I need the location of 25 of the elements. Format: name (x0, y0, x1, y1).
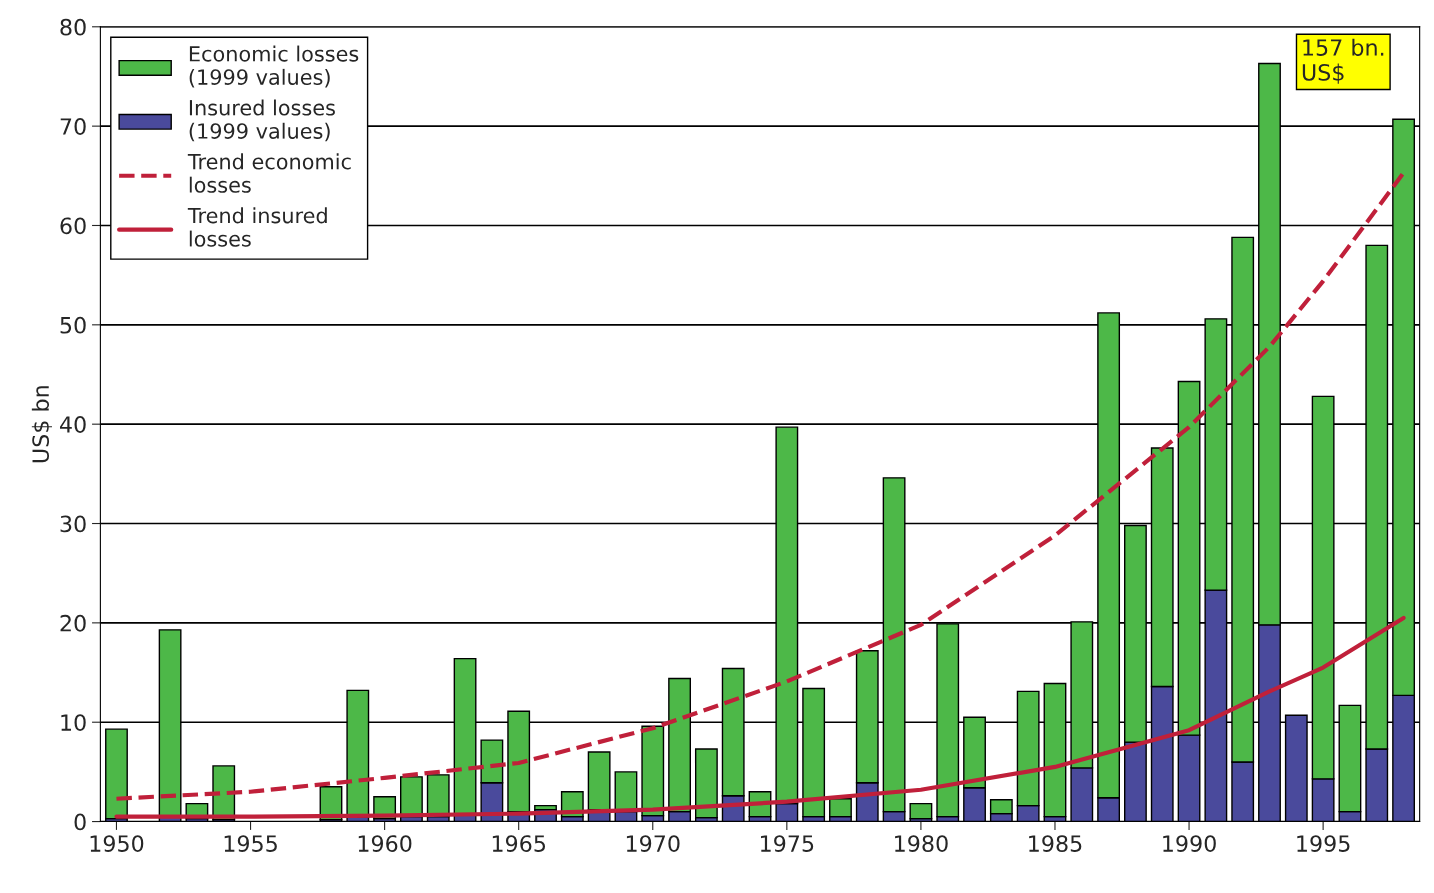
legend-label: Insured losses (1999 values) (189, 99, 335, 142)
x-tick-label: 1995 (1297, 835, 1350, 852)
x-tick-label: 1955 (224, 835, 277, 852)
legend-label: Economic losses (1999 values) (189, 45, 359, 88)
legend-label: Trend economic losses (187, 153, 351, 193)
y-axis-title: US$ bn (31, 386, 52, 463)
annotation: 157 bn. US$ (1302, 38, 1384, 84)
y-tick-label: 70 (60, 118, 86, 135)
y-tick-label: 80 (60, 18, 86, 36)
x-tick-label: 1980 (895, 835, 948, 852)
x-tick-label: 1965 (492, 835, 546, 852)
y-tick-label: 40 (59, 416, 86, 433)
x-tick-label: 1975 (761, 835, 814, 852)
x-tick-label: 1970 (626, 835, 680, 852)
y-tick-label: 30 (60, 515, 86, 533)
x-tick-label: 1990 (1163, 835, 1216, 852)
legend-label: Trend insured losses (187, 207, 327, 247)
x-tick-label: 1950 (90, 835, 144, 852)
y-tick-label: 10 (61, 714, 86, 731)
y-tick-label: 60 (60, 217, 86, 235)
y-tick-label: 0 (74, 813, 86, 831)
y-tick-label: 20 (60, 614, 86, 632)
x-tick-label: 1960 (358, 835, 412, 852)
x-tick-label: 1985 (1029, 835, 1082, 852)
y-tick-label: 50 (60, 316, 86, 334)
